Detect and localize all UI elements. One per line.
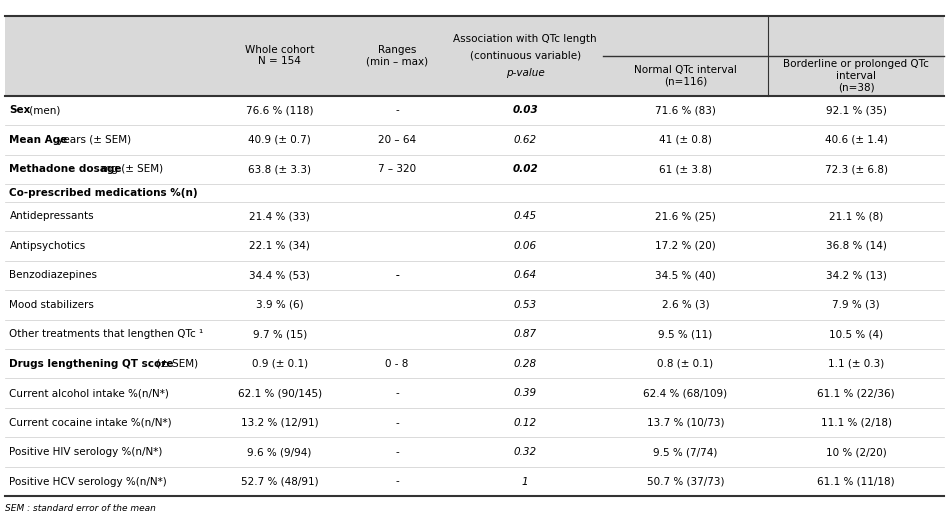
Text: 2.6 % (3): 2.6 % (3) <box>661 300 709 310</box>
Text: 13.2 % (12/91): 13.2 % (12/91) <box>241 418 319 428</box>
Text: 62.1 % (90/145): 62.1 % (90/145) <box>237 388 322 398</box>
Text: 40.6 (± 1.4): 40.6 (± 1.4) <box>825 135 887 145</box>
Text: years (± SEM): years (± SEM) <box>53 135 131 145</box>
Text: 62.4 % (68/109): 62.4 % (68/109) <box>643 388 728 398</box>
Text: 0.39: 0.39 <box>513 388 537 398</box>
Text: -: - <box>395 418 399 428</box>
Text: (continuous variable): (continuous variable) <box>470 51 581 60</box>
Text: 0.12: 0.12 <box>513 418 537 428</box>
Text: 0 - 8: 0 - 8 <box>385 359 409 369</box>
Text: 72.3 (± 6.8): 72.3 (± 6.8) <box>825 164 887 174</box>
Text: 21.1 % (8): 21.1 % (8) <box>829 211 884 221</box>
Text: 21.4 % (33): 21.4 % (33) <box>250 211 310 221</box>
Text: 0.45: 0.45 <box>513 211 537 221</box>
Text: Co-prescribed medications %(n): Co-prescribed medications %(n) <box>9 188 198 198</box>
Text: Sex: Sex <box>9 105 31 115</box>
Text: 10.5 % (4): 10.5 % (4) <box>829 329 884 339</box>
Text: Antidepressants: Antidepressants <box>9 211 94 221</box>
Text: 1: 1 <box>522 477 529 486</box>
Text: 0.8 (± 0.1): 0.8 (± 0.1) <box>658 359 714 369</box>
Text: 34.5 % (40): 34.5 % (40) <box>655 270 716 280</box>
Text: 11.1 % (2/18): 11.1 % (2/18) <box>821 418 892 428</box>
Text: Current cocaine intake %(n/N*): Current cocaine intake %(n/N*) <box>9 418 172 428</box>
Text: 0.53: 0.53 <box>513 300 537 310</box>
Text: 9.7 % (15): 9.7 % (15) <box>252 329 307 339</box>
Text: 3.9 % (6): 3.9 % (6) <box>256 300 304 310</box>
Text: 10 % (2/20): 10 % (2/20) <box>826 447 886 457</box>
Bar <box>5 16 944 96</box>
Text: 61.1 % (22/36): 61.1 % (22/36) <box>817 388 895 398</box>
Text: 36.8 % (14): 36.8 % (14) <box>826 241 886 251</box>
Text: 0.62: 0.62 <box>513 135 537 145</box>
Text: Other treatments that lengthen QTc ¹: Other treatments that lengthen QTc ¹ <box>9 329 204 339</box>
Text: 50.7 % (37/73): 50.7 % (37/73) <box>646 477 724 486</box>
Text: p-value: p-value <box>506 68 545 78</box>
Text: 1.1 (± 0.3): 1.1 (± 0.3) <box>828 359 884 369</box>
Text: 0.02: 0.02 <box>512 164 538 174</box>
Text: Drugs lengthening QT score: Drugs lengthening QT score <box>9 359 174 369</box>
Text: 21.6 % (25): 21.6 % (25) <box>655 211 716 221</box>
Text: 71.6 % (83): 71.6 % (83) <box>655 105 716 115</box>
Text: Mean Age: Mean Age <box>9 135 67 145</box>
Text: mg (± SEM): mg (± SEM) <box>98 164 162 174</box>
Text: Mood stabilizers: Mood stabilizers <box>9 300 94 310</box>
Text: Positive HIV serology %(n/N*): Positive HIV serology %(n/N*) <box>9 447 163 457</box>
Text: 22.1 % (34): 22.1 % (34) <box>250 241 310 251</box>
Text: 92.1 % (35): 92.1 % (35) <box>826 105 886 115</box>
Text: 61.1 % (11/18): 61.1 % (11/18) <box>817 477 895 486</box>
Text: Whole cohort
N = 154: Whole cohort N = 154 <box>245 45 314 66</box>
Text: -: - <box>395 447 399 457</box>
Text: -: - <box>395 270 399 280</box>
Text: 0.03: 0.03 <box>512 105 538 115</box>
Text: 9.5 % (7/74): 9.5 % (7/74) <box>653 447 717 457</box>
Text: (± SEM): (± SEM) <box>153 359 197 369</box>
Text: -: - <box>395 388 399 398</box>
Text: 34.4 % (53): 34.4 % (53) <box>250 270 310 280</box>
Text: Methadone dosage: Methadone dosage <box>9 164 122 174</box>
Text: 63.8 (± 3.3): 63.8 (± 3.3) <box>248 164 311 174</box>
Text: 9.6 % (9/94): 9.6 % (9/94) <box>248 447 312 457</box>
Text: 0.9 (± 0.1): 0.9 (± 0.1) <box>251 359 307 369</box>
Text: SEM : standard error of the mean: SEM : standard error of the mean <box>5 504 156 513</box>
Text: -: - <box>395 270 399 280</box>
Text: 9.5 % (11): 9.5 % (11) <box>659 329 713 339</box>
Text: 41 (± 0.8): 41 (± 0.8) <box>659 135 712 145</box>
Text: Antipsychotics: Antipsychotics <box>9 241 85 251</box>
Text: Normal QTc interval
(n=116): Normal QTc interval (n=116) <box>634 65 736 86</box>
Text: Borderline or prolonged QTc
interval
(n=38): Borderline or prolonged QTc interval (n=… <box>783 59 929 92</box>
Text: 0.28: 0.28 <box>513 359 537 369</box>
Text: Association with QTc length: Association with QTc length <box>454 34 597 43</box>
Text: Positive HCV serology %(n/N*): Positive HCV serology %(n/N*) <box>9 477 167 486</box>
Text: 17.2 % (20): 17.2 % (20) <box>655 241 716 251</box>
Text: 61 (± 3.8): 61 (± 3.8) <box>659 164 712 174</box>
Text: 20 – 64: 20 – 64 <box>378 135 417 145</box>
Text: 0.87: 0.87 <box>513 329 537 339</box>
Text: 34.2 % (13): 34.2 % (13) <box>826 270 886 280</box>
Text: Benzodiazepines: Benzodiazepines <box>9 270 98 280</box>
Text: 13.7 % (10/73): 13.7 % (10/73) <box>646 418 724 428</box>
Text: 0.06: 0.06 <box>513 241 537 251</box>
Text: 7 – 320: 7 – 320 <box>378 164 417 174</box>
Text: Current alcohol intake %(n/N*): Current alcohol intake %(n/N*) <box>9 388 169 398</box>
Text: -: - <box>395 477 399 486</box>
Text: 40.9 (± 0.7): 40.9 (± 0.7) <box>249 135 311 145</box>
Text: Ranges
(min – max): Ranges (min – max) <box>366 45 428 66</box>
Text: 0.64: 0.64 <box>513 270 537 280</box>
Text: (men): (men) <box>26 105 61 115</box>
Text: 0.32: 0.32 <box>513 447 537 457</box>
Text: -: - <box>395 105 399 115</box>
Text: 52.7 % (48/91): 52.7 % (48/91) <box>241 477 319 486</box>
Text: 7.9 % (3): 7.9 % (3) <box>832 300 880 310</box>
Text: 76.6 % (118): 76.6 % (118) <box>246 105 313 115</box>
